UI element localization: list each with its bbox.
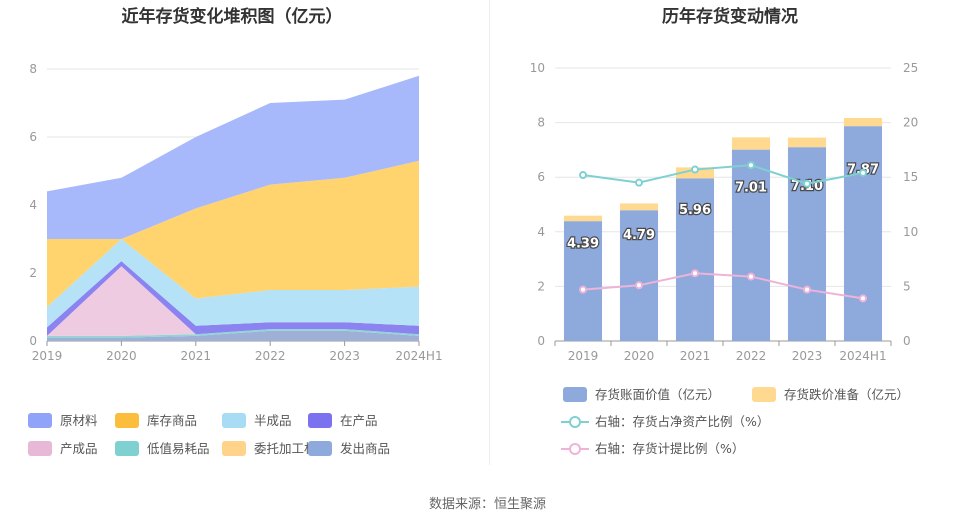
left-legend-swatch (115, 441, 139, 456)
left-legend-label: 低值易耗品 (147, 441, 210, 456)
right-bar-存货账面价值（亿元） (619, 210, 659, 341)
right-line-point (635, 178, 643, 187)
right-line-右轴：存货计提比例（%） (582, 272, 864, 300)
right-x-tick-label: 2022 (736, 349, 767, 363)
right-bar-data-label: 7.01 (735, 181, 767, 196)
right-x-tick-label: 2020 (624, 349, 655, 363)
right-bar-存货跌价准备（亿元） (787, 137, 827, 148)
right-y2-tick-label: 25 (903, 61, 918, 75)
right-chart-plot: 0 2 4 6 8 10 0 5 10 15 20 25 2019 2020 2021 2022 2023 202… (530, 61, 919, 363)
right-y2-tick-label: 5 (903, 279, 911, 293)
right-bar-存货账面价值（亿元） (731, 149, 771, 341)
right-bar-存货账面价值（亿元） (563, 221, 603, 341)
right-legend-swatch (752, 387, 776, 402)
left-x-tick-label: 2020 (106, 349, 137, 363)
right-legend-marker (569, 443, 581, 455)
left-y-tick-label: 8 (29, 62, 37, 76)
right-x-tick-label: 2019 (568, 349, 599, 363)
right-line-point (579, 285, 587, 294)
left-legend-label: 产成品 (60, 441, 98, 456)
left-x-tick-label: 2023 (329, 349, 360, 363)
right-bar-data-label: 5.96 (679, 203, 711, 218)
left-y-tick-label: 0 (29, 334, 37, 348)
left-legend-swatch (308, 441, 332, 456)
left-legend-label: 原材料 (60, 413, 98, 428)
right-line-point (691, 165, 699, 174)
right-legend-swatch (563, 387, 587, 402)
left-x-tick-label: 2022 (255, 349, 286, 363)
left-legend-label: 库存商品 (147, 413, 197, 428)
right-bar-data-label: 4.39 (567, 237, 599, 252)
left-area-原材料 (47, 75, 419, 239)
right-bar-存货跌价准备（亿元） (619, 203, 659, 211)
left-area-低值易耗品 (47, 329, 419, 338)
right-line-point (691, 269, 699, 278)
left-legend-swatch (308, 413, 332, 428)
left-legend-swatch (28, 413, 52, 428)
left-legend-swatch (222, 413, 246, 428)
right-legend-marker (569, 416, 581, 428)
left-y-tick-label: 6 (29, 130, 37, 144)
left-legend-swatch (28, 441, 52, 456)
left-legend-label: 在产品 (340, 413, 378, 428)
right-line-point (859, 294, 867, 303)
right-bar-data-label: 4.79 (623, 228, 655, 243)
left-chart-title: 近年存货变化堆积图（亿元） (122, 6, 343, 27)
right-line-point (803, 179, 811, 188)
right-bar-存货跌价准备（亿元） (843, 117, 883, 127)
right-line-point (803, 285, 811, 294)
right-legend-label: 存货账面价值（亿元） (595, 387, 720, 402)
left-chart-plot: 0 2 4 6 8 2019 2020 2021 2022 2023 2024H1 (29, 62, 442, 363)
right-line-point (747, 272, 755, 281)
left-legend-swatch (222, 441, 246, 456)
left-y-tick-label: 4 (29, 198, 37, 212)
right-y-tick-label: 8 (537, 116, 545, 130)
right-bar-存货账面价值（亿元） (843, 126, 883, 341)
left-area-半成品 (47, 239, 419, 328)
left-area-在产品 (47, 261, 419, 336)
right-line-point (635, 281, 643, 290)
right-y2-tick-label: 10 (903, 225, 918, 239)
left-area-产成品 (47, 266, 419, 336)
right-y-tick-label: 2 (537, 279, 545, 293)
left-legend-swatch (115, 413, 139, 428)
left-area-库存商品 (47, 160, 419, 307)
right-x-tick-label: 2021 (680, 349, 711, 363)
right-y-tick-label: 0 (537, 334, 545, 348)
left-x-tick-label: 2021 (181, 349, 212, 363)
right-chart-title: 历年存货变动情况 (662, 6, 798, 27)
right-y-tick-label: 10 (530, 61, 545, 75)
right-bar-存货账面价值（亿元） (787, 147, 827, 341)
right-x-tick-label: 2024H1 (839, 349, 886, 363)
left-x-tick-label: 2024H1 (395, 349, 442, 363)
right-y2-tick-label: 0 (903, 334, 911, 348)
right-line-右轴：存货占净资产比例（%） (582, 164, 864, 185)
data-source: 数据来源：恒生聚源 (428, 497, 546, 512)
right-line-point (859, 168, 867, 177)
right-x-tick-label: 2023 (792, 349, 823, 363)
right-y2-tick-label: 20 (903, 116, 918, 130)
right-line-point (747, 161, 755, 170)
right-y2-tick-label: 15 (903, 170, 918, 184)
right-bar-存货账面价值（亿元） (675, 178, 715, 341)
right-legend-label: 右轴：存货计提比例（%） (595, 441, 744, 456)
right-legend-label: 存货跌价准备（亿元） (784, 387, 909, 402)
left-area-发出商品 (47, 330, 419, 341)
right-chart-legend: 存货账面价值（亿元） 存货跌价准备（亿元） 右轴：存货占净资产比例（%） 右轴：存货计… (561, 387, 909, 456)
right-line-point (579, 171, 587, 180)
right-bar-存货跌价准备（亿元） (731, 137, 771, 150)
right-bar-存货跌价准备（亿元） (563, 215, 603, 222)
chart-divider (489, 0, 490, 465)
left-legend-label: 半成品 (254, 413, 292, 428)
right-y-tick-label: 6 (537, 170, 545, 184)
left-x-tick-label: 2019 (32, 349, 63, 363)
left-y-tick-label: 2 (29, 266, 37, 280)
right-y-tick-label: 4 (537, 225, 545, 239)
right-legend-label: 右轴：存货占净资产比例（%） (595, 414, 769, 429)
left-legend-label: 发出商品 (340, 441, 390, 456)
